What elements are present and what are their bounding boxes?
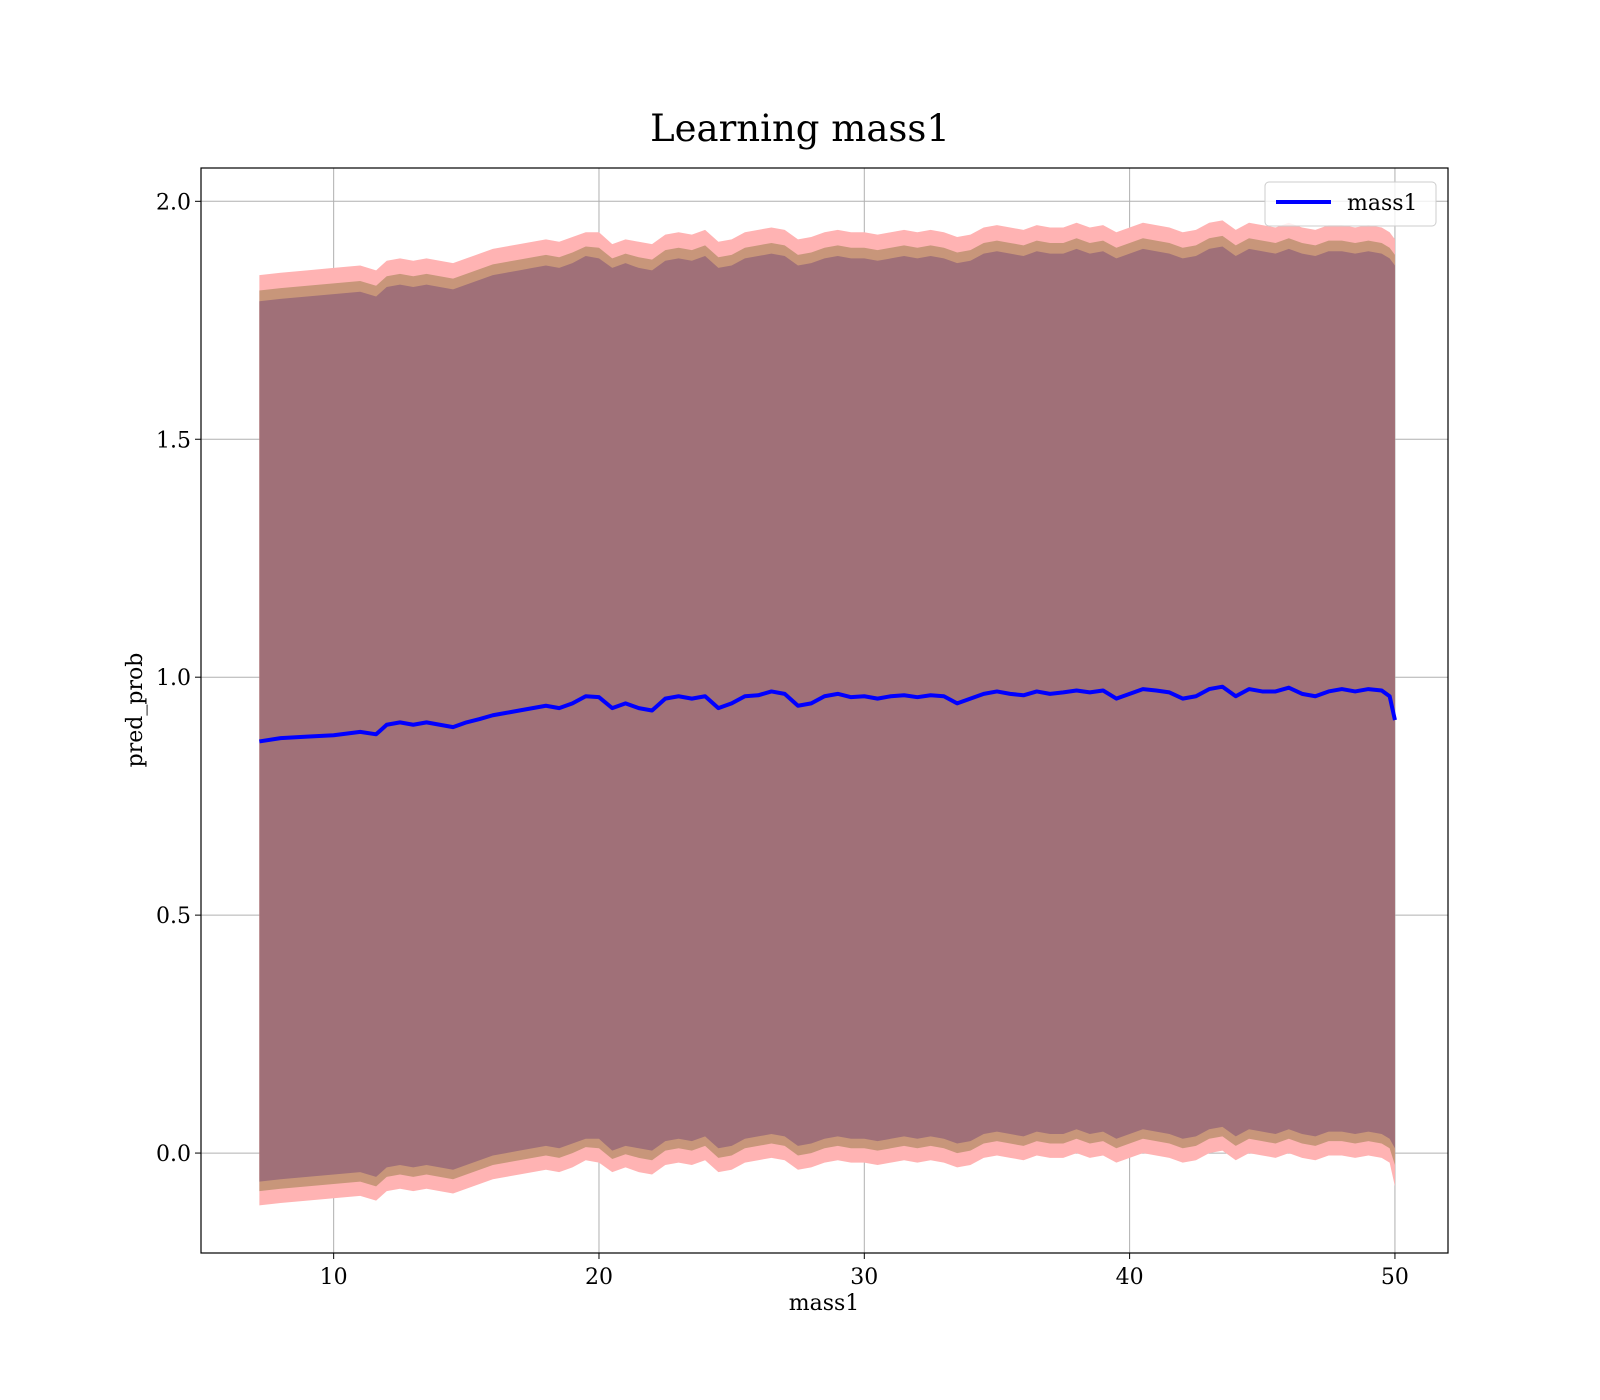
y-tick-label: 1.0 [156,666,191,691]
x-tick-label: 40 [1116,1265,1144,1290]
x-axis-label: mass1 [789,1291,860,1316]
legend-label: mass1 [1347,191,1418,216]
inner-confidence-band [259,246,1395,1182]
y-tick-label: 1.5 [156,428,191,453]
x-axis-ticks: 10 20 30 40 50 [320,1253,1409,1290]
y-tick-label: 2.0 [156,190,191,215]
x-tick-label: 50 [1381,1265,1409,1290]
legend-box [1264,181,1437,227]
confidence-bands [259,220,1395,1206]
plot-frame [200,167,1449,1254]
y-tick-label: 0.0 [156,1142,191,1167]
series-lines [259,684,1397,744]
x-tick-label: 20 [585,1265,613,1290]
y-axis-ticks: 0.0 0.5 1.0 1.5 2.0 [156,190,201,1167]
y-axis-label: pred_prob [123,653,148,768]
chart-title: Learning mass1 [650,107,950,150]
x-tick-label: 30 [850,1265,878,1290]
series-line-mass1 [259,684,1397,744]
x-tick-label: 10 [320,1265,348,1290]
y-tick-label: 0.5 [156,904,191,929]
legend: mass1 [1264,181,1437,227]
